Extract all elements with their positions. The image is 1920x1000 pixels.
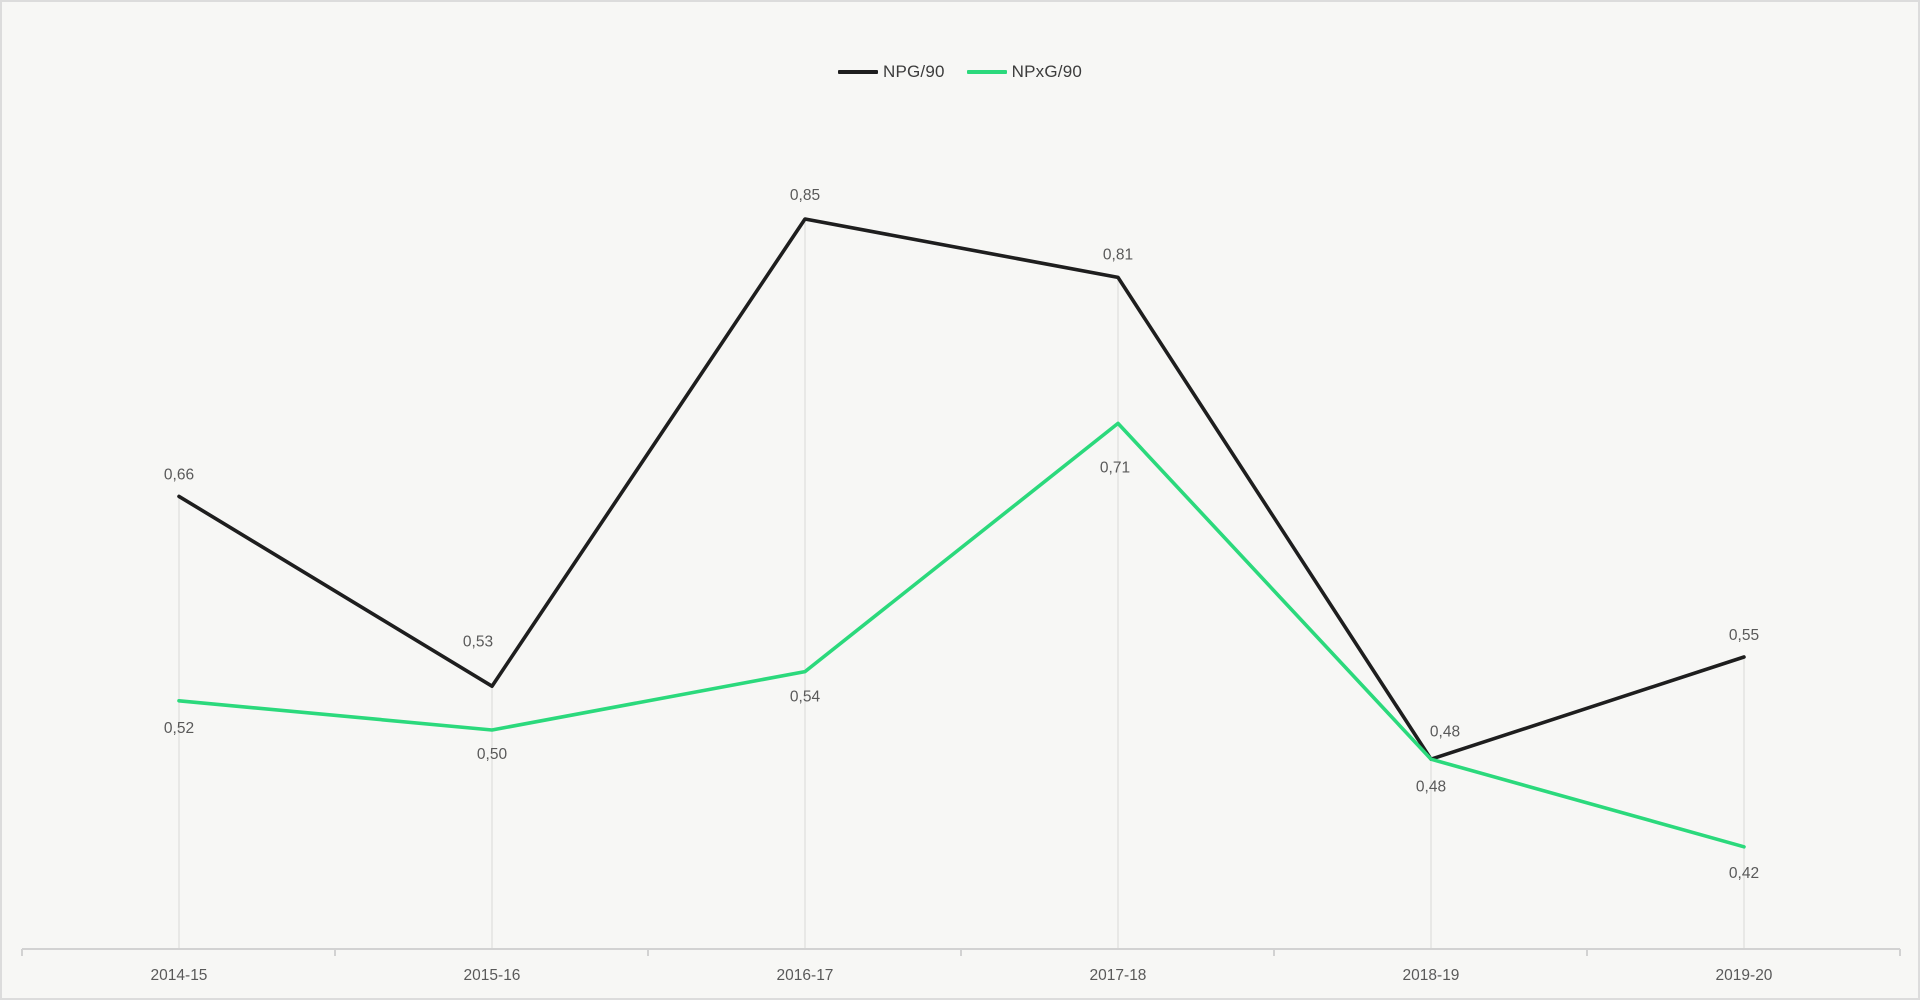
data-label: 0,81 — [1103, 246, 1133, 263]
series-line-npg-90 — [177, 217, 1746, 762]
x-axis-label: 2018-19 — [1403, 967, 1460, 984]
x-axis-label: 2016-17 — [777, 967, 834, 984]
data-label: 0,66 — [164, 466, 194, 483]
data-label: 0,48 — [1430, 723, 1460, 740]
x-axis-label: 2019-20 — [1716, 967, 1773, 984]
data-label: 0,71 — [1100, 459, 1130, 476]
data-label: 0,85 — [790, 187, 820, 204]
x-axis-label: 2017-18 — [1090, 967, 1147, 984]
x-axis-label: 2015-16 — [464, 967, 521, 984]
data-label: 0,52 — [164, 720, 194, 737]
data-label: 0,53 — [463, 633, 493, 650]
data-label: 0,55 — [1729, 627, 1759, 644]
series-line-npxg-90 — [177, 421, 1746, 849]
x-axis-label: 2014-15 — [151, 967, 208, 984]
data-label: 0,50 — [477, 746, 508, 763]
data-label: 0,54 — [790, 689, 821, 706]
data-label: 0,48 — [1416, 778, 1446, 795]
data-label: 0,42 — [1729, 865, 1759, 882]
